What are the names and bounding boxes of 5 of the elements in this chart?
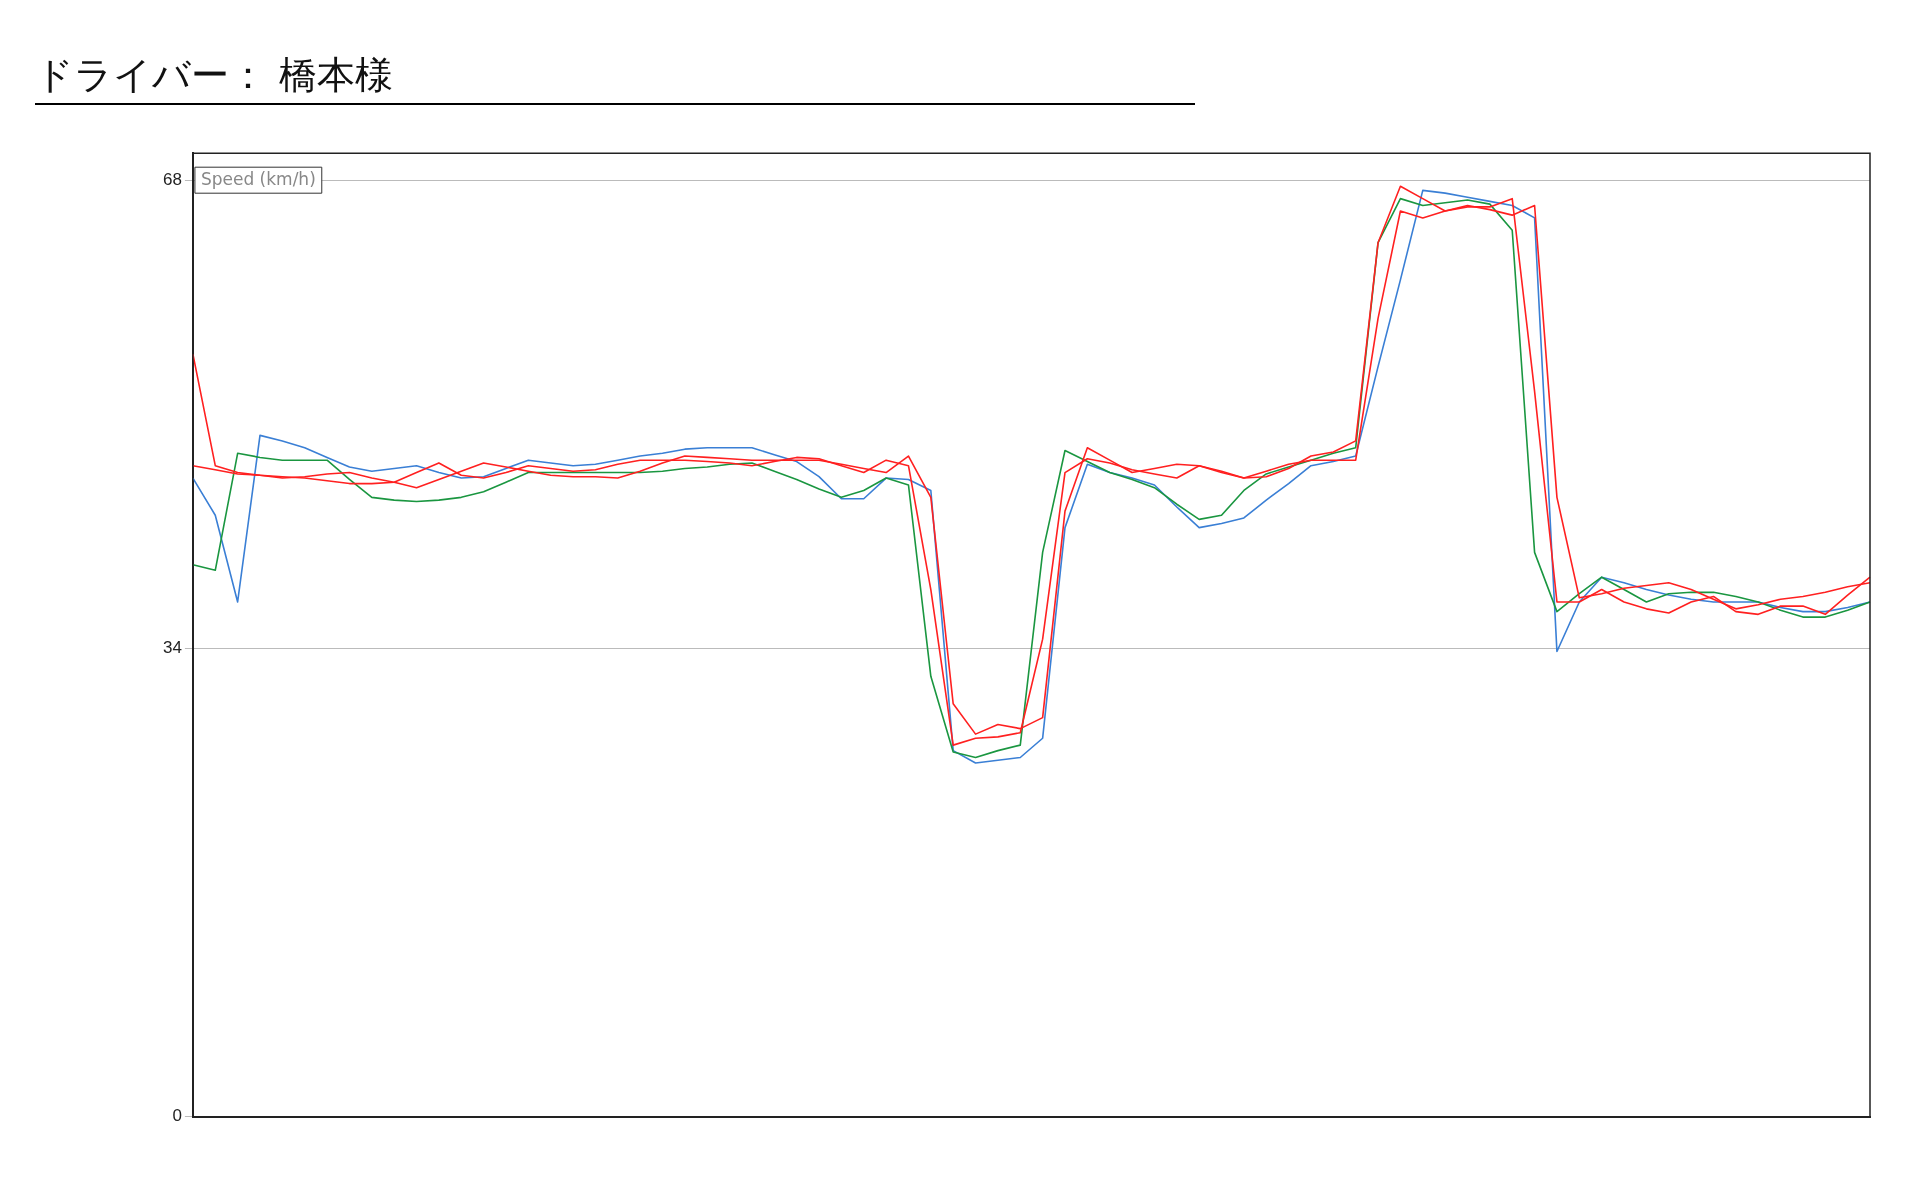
chart-title: ドライバー： 橋本様 xyxy=(35,50,1195,105)
y-tick-label: 34 xyxy=(162,638,182,658)
y-axis-title: Speed (km/h) xyxy=(200,168,316,189)
y-tick-label: 68 xyxy=(162,170,182,190)
y-tick-label: 0 xyxy=(172,1106,182,1126)
